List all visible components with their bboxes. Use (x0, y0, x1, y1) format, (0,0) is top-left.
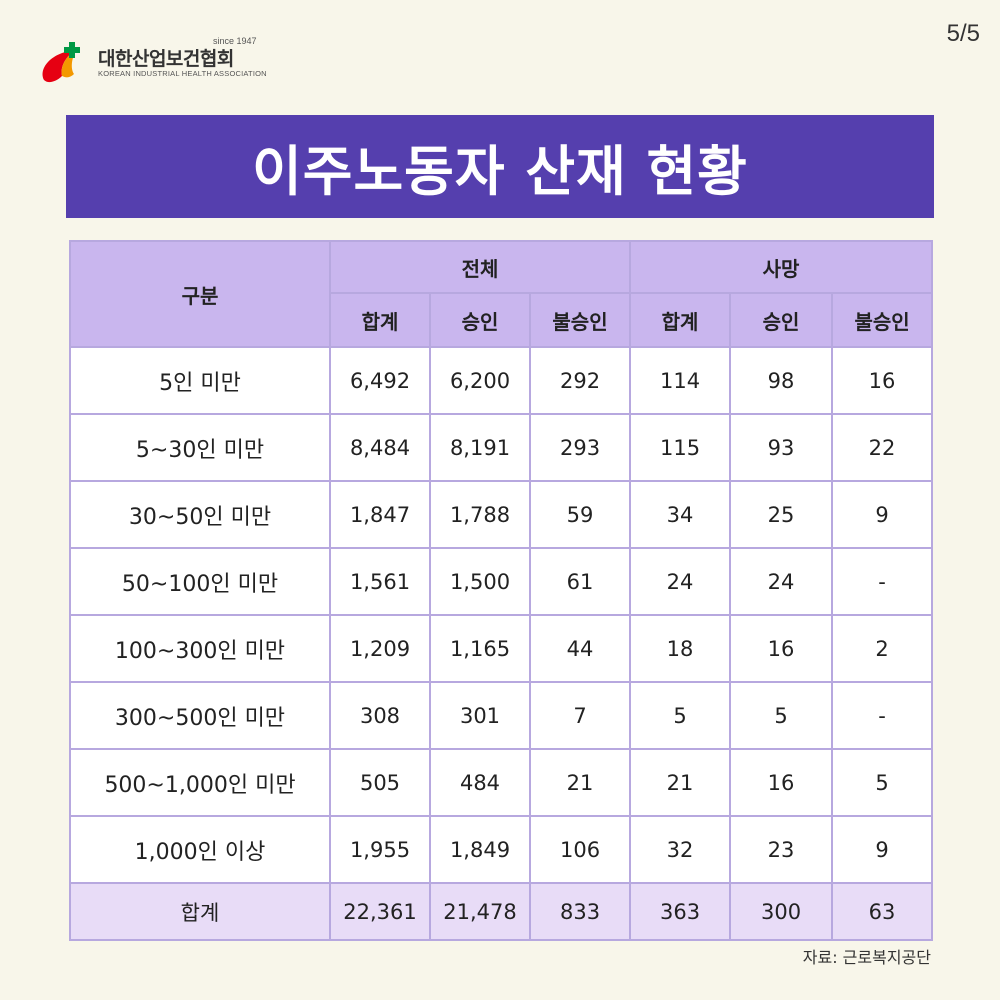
table-cell: 293 (528, 413, 632, 482)
table-cell: 292 (528, 346, 632, 415)
table-cell: 115 (629, 413, 732, 482)
table-cell: 8,191 (429, 413, 531, 482)
source-note: 자료: 근로복지공단 (802, 948, 931, 967)
table-cell: 1,209 (329, 614, 431, 683)
table-cell: - (831, 547, 934, 616)
row-label: 5~30인 미만 (69, 413, 331, 482)
table-cell: 9 (831, 815, 934, 884)
row-label: 1,000인 이상 (69, 815, 331, 884)
table-cell: 24 (629, 547, 732, 616)
header-row-subheaders: 합계 승인 불승인 합계 승인 불승인 (70, 292, 934, 348)
org-since: since 1947 (213, 36, 257, 46)
table-cell: 114 (629, 346, 732, 415)
row-label: 300~500인 미만 (69, 681, 331, 750)
row-label: 50~100인 미만 (69, 547, 331, 616)
table-cell: 23 (729, 815, 834, 884)
page-title: 이주노동자 산재 현황 (66, 115, 934, 218)
table-cell: 18 (629, 614, 732, 683)
table-cell: 1,788 (429, 480, 531, 549)
table-row: 5인 미만 6,492 6,200 292 114 98 16 (69, 346, 934, 415)
table-cell: 59 (528, 480, 632, 549)
table-cell: 7 (528, 681, 632, 750)
table-cell: 24 (729, 547, 834, 616)
table-cell: 93 (729, 413, 834, 482)
total-cell: 63 (831, 882, 934, 941)
table-cell: 505 (329, 748, 431, 817)
table-cell: - (831, 681, 934, 750)
table-cell: 22 (831, 413, 934, 482)
table-cell: 32 (629, 815, 732, 884)
header-row-groups: 구분 전체 사망 (69, 240, 934, 348)
table-cell: 44 (528, 614, 632, 683)
subheader-cell: 합계 (329, 292, 431, 348)
table-cell: 2 (831, 614, 934, 683)
table-row: 100~300인 미만 1,209 1,165 44 18 16 2 (69, 614, 934, 683)
table-cell: 25 (729, 480, 834, 549)
table-row: 1,000인 이상 1,955 1,849 106 32 23 9 (69, 815, 934, 884)
table-cell: 1,165 (429, 614, 531, 683)
table-cell: 34 (629, 480, 732, 549)
table-cell: 1,849 (429, 815, 531, 884)
table-cell: 1,561 (329, 547, 431, 616)
org-name-korean: 대한산업보건협회 (98, 48, 234, 70)
total-cell: 363 (629, 882, 732, 941)
row-label: 100~300인 미만 (69, 614, 331, 683)
subheader-cell: 불승인 (528, 292, 632, 348)
group-header-death: 사망 (629, 240, 934, 294)
subheader-cell: 승인 (729, 292, 834, 348)
subheader-cell: 합계 (629, 292, 732, 348)
subheader-cell: 불승인 (831, 292, 934, 348)
table-cell: 21 (629, 748, 732, 817)
table-cell: 8,484 (329, 413, 431, 482)
corner-header: 구분 (69, 240, 331, 348)
association-logo: 대한산업보건협회 since 1947 KOREAN INDUSTRIAL HE… (38, 36, 267, 86)
table-cell: 308 (329, 681, 431, 750)
row-label: 500~1,000인 미만 (69, 748, 331, 817)
accident-table: 구분 전체 사망 합계 승인 불승인 합계 승인 불승인 5인 미만 6,492 6… (69, 240, 934, 941)
table-cell: 21 (528, 748, 632, 817)
page-indicator: 5/5 (946, 20, 980, 47)
table-cell: 16 (831, 346, 934, 415)
subheader-cell: 승인 (429, 292, 531, 348)
logo-swoosh-icon (42, 42, 80, 83)
table-cell: 106 (528, 815, 632, 884)
table-row: 30~50인 미만 1,847 1,788 59 34 25 9 (69, 480, 934, 549)
table-cell: 1,955 (329, 815, 431, 884)
table-cell: 6,200 (429, 346, 531, 415)
row-label: 5인 미만 (69, 346, 331, 415)
table-cell: 1,500 (429, 547, 531, 616)
row-label: 30~50인 미만 (69, 480, 331, 549)
table-cell: 98 (729, 346, 834, 415)
group-header-total: 전체 (328, 240, 632, 294)
table-cell: 16 (729, 748, 834, 817)
total-cell: 21,478 (429, 882, 531, 941)
table-cell: 301 (429, 681, 531, 750)
table-cell: 5 (629, 681, 732, 750)
table-row: 50~100인 미만 1,561 1,500 61 24 24- (69, 547, 934, 616)
total-row: 합계 22,361 21,478 833 363 300 63 (69, 882, 934, 941)
table-cell: 9 (831, 480, 934, 549)
table-cell: 484 (429, 748, 531, 817)
table-cell: 5 (729, 681, 834, 750)
total-cell: 300 (729, 882, 834, 941)
org-name-english: KOREAN INDUSTRIAL HEALTH ASSOCIATION (98, 69, 267, 78)
table-row: 5~30인 미만 8,484 8,191 293 115 93 22 (69, 413, 934, 482)
total-label: 합계 (69, 882, 331, 941)
table-cell: 16 (729, 614, 834, 683)
table-cell: 6,492 (329, 346, 431, 415)
total-cell: 22,361 (329, 882, 431, 941)
total-cell: 833 (528, 882, 632, 941)
table-row: 500~1,000인 미만 505 484 21 21 16 5 (69, 748, 934, 817)
table-cell: 5 (831, 748, 934, 817)
table-cell: 1,847 (329, 480, 431, 549)
table-cell: 61 (528, 547, 632, 616)
table-row: 300~500인 미만 308 301 7 5 5- (69, 681, 934, 750)
